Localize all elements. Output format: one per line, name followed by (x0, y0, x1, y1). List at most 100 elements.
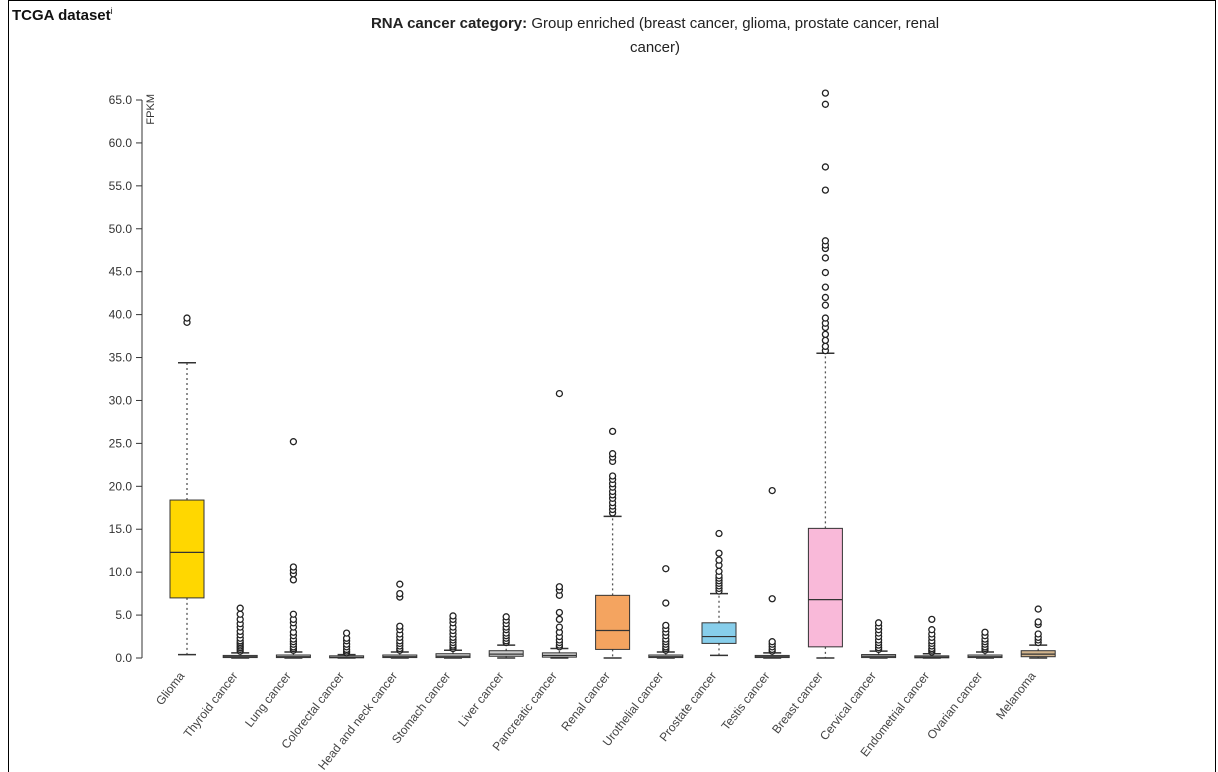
outlier-point (821, 237, 830, 245)
box-stomach-cancer[interactable] (435, 612, 471, 659)
x-tick-label: Stomach cancer (389, 669, 453, 746)
outlier-point (555, 608, 564, 617)
outlier-point (768, 595, 776, 603)
y-tick-label: 5.0 (115, 608, 132, 622)
outlier-point (768, 638, 776, 646)
dataset-title: TCGA dataseti (12, 6, 113, 24)
outlier-point (715, 549, 723, 557)
y-tick-label: 0.0 (115, 651, 132, 665)
outlier-point (608, 427, 617, 436)
y-tick-label: 55.0 (109, 179, 133, 193)
x-tick-label: Lung cancer (242, 669, 294, 730)
outlier-point (289, 438, 298, 446)
x-tick-label: Liver cancer (455, 669, 506, 729)
outlier-point (555, 615, 564, 624)
box-iqr (595, 594, 631, 650)
x-tick-label: Glioma (153, 669, 188, 708)
outlier-point (821, 100, 830, 108)
outlier-point (928, 626, 936, 634)
outlier-point (821, 330, 830, 339)
outlier-point (396, 622, 404, 630)
y-axis-label: FPKM (145, 94, 157, 125)
box-renal-cancer[interactable] (595, 427, 631, 659)
box-breast-cancer[interactable] (807, 89, 843, 659)
box-head-and-neck-cancer[interactable] (382, 580, 418, 659)
y-tick-label: 35.0 (109, 351, 133, 365)
box-thyroid-cancer[interactable] (222, 604, 258, 659)
outlier-point (768, 486, 776, 495)
x-tick-label: Renal cancer (558, 669, 613, 733)
box-lung-cancer[interactable] (275, 438, 311, 659)
outlier-point (502, 613, 510, 621)
info-icon[interactable]: i (110, 6, 113, 16)
outlier-point (981, 628, 989, 636)
box-iqr (701, 622, 737, 644)
outlier-point (821, 314, 830, 322)
dataset-label: TCGA dataset (12, 7, 111, 24)
box-pancreatic-cancer[interactable] (541, 389, 577, 659)
outlier-point (396, 589, 404, 598)
outlier-point (183, 314, 191, 322)
outlier-point (662, 599, 670, 607)
outlier-point (608, 450, 617, 458)
box-liver-cancer[interactable] (488, 613, 524, 659)
y-tick-label: 40.0 (109, 308, 133, 322)
outlier-point (662, 565, 670, 573)
outlier-point (236, 610, 244, 618)
rna-category-value: Group enriched (breast cancer, glioma, p… (531, 15, 940, 56)
x-tick-label: Thyroid cancer (181, 669, 241, 740)
box-ovarian-cancer[interactable] (967, 628, 1003, 659)
x-tick-label: Cervical cancer (817, 669, 879, 743)
outlier-point (928, 615, 936, 624)
box-iqr (435, 653, 471, 659)
y-tick-label: 60.0 (109, 136, 133, 150)
outlier-point (1034, 630, 1042, 638)
outlier-point (289, 563, 298, 571)
outlier-point (821, 163, 830, 171)
outlier-point (662, 621, 670, 630)
outlier-point (821, 283, 830, 291)
outlier-point (821, 254, 830, 262)
y-tick-label: 15.0 (109, 522, 133, 536)
outlier-point (289, 576, 298, 584)
box-cervical-cancer[interactable] (861, 619, 897, 659)
box-melanoma[interactable] (1020, 605, 1056, 659)
x-tick-label: Testis cancer (718, 669, 772, 733)
x-tick-label: Melanoma (993, 669, 1039, 722)
y-tick-label: 65.0 (109, 93, 133, 107)
outlier-point (555, 623, 564, 631)
y-tick-label: 20.0 (109, 479, 133, 493)
rna-cancer-category: RNA cancer category: Group enriched (bre… (360, 12, 950, 60)
outlier-point (715, 556, 723, 564)
outlier-point (342, 629, 351, 637)
outlier-point (608, 472, 617, 480)
outlier-point (821, 301, 830, 309)
outlier-point (449, 612, 457, 620)
x-tick-label: Prostate cancer (657, 669, 720, 744)
outlier-point (821, 342, 830, 351)
outlier-point (289, 610, 298, 618)
box-glioma[interactable] (169, 314, 205, 656)
box-endometrial-cancer[interactable] (914, 615, 950, 659)
box-urothelial-cancer[interactable] (648, 565, 684, 659)
box-iqr (488, 650, 524, 657)
outlier-point (715, 529, 723, 538)
rna-category-label: RNA cancer category: (370, 15, 528, 32)
box-iqr (807, 527, 843, 648)
outlier-point (1034, 605, 1042, 613)
outlier-point (555, 389, 564, 398)
box-iqr (169, 499, 205, 599)
box-testis-cancer[interactable] (754, 486, 790, 659)
outlier-point (821, 268, 830, 277)
outlier-point (715, 567, 723, 575)
outlier-point (874, 619, 883, 627)
outlier-point (555, 583, 564, 591)
box-prostate-cancer[interactable] (701, 529, 737, 657)
y-tick-label: 45.0 (109, 265, 133, 279)
y-tick-label: 50.0 (109, 222, 133, 236)
outlier-point (821, 293, 830, 302)
box-colorectal-cancer[interactable] (329, 629, 365, 659)
outlier-point (821, 89, 830, 97)
x-tick-label: Ovarian cancer (924, 669, 985, 742)
